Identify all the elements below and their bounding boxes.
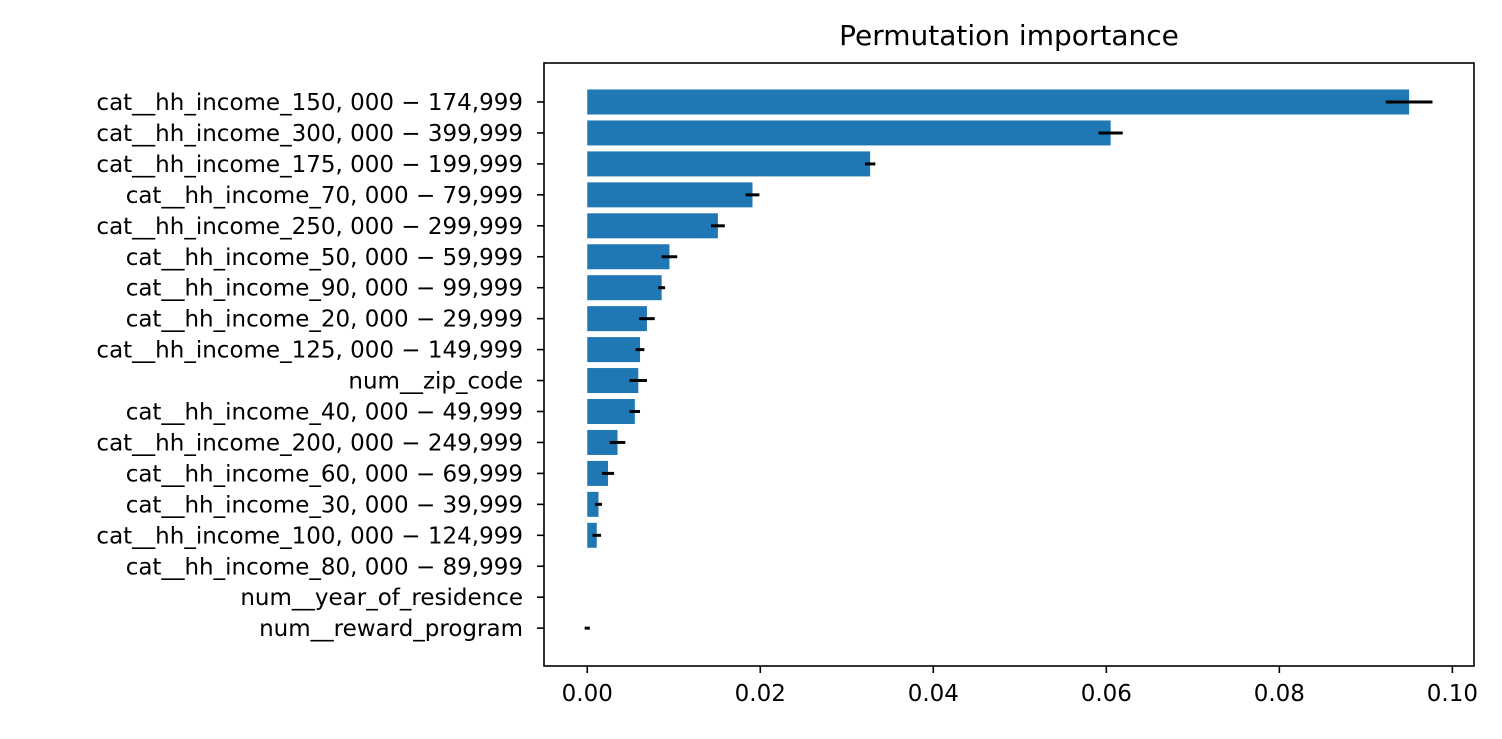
y-tick-label: cat__hh_income_150, 000 − 174,999 [96, 90, 523, 116]
y-tick-label: cat__hh_income_250, 000 − 299,999 [96, 214, 523, 240]
bars-layer [587, 89, 1410, 548]
x-axis: 0.00 0.02 0.04 0.06 0.08 0.10 [562, 666, 1478, 707]
bar [587, 120, 1111, 146]
bar [587, 182, 753, 208]
bar [587, 399, 635, 424]
y-tick-label: cat__hh_income_50, 000 − 59,999 [126, 245, 523, 271]
errorbars-layer [584, 100, 1433, 630]
chart-title: Permutation importance [839, 19, 1179, 52]
y-tick-label: cat__hh_income_20, 000 − 29,999 [126, 307, 523, 333]
bar [587, 275, 662, 301]
y-tick-label: cat__hh_income_300, 000 − 399,999 [96, 121, 523, 147]
plot-frame [543, 62, 1475, 667]
bar [587, 306, 647, 332]
bar [587, 491, 599, 517]
y-tick-label: cat__hh_income_200, 000 − 249,999 [96, 430, 523, 456]
x-tick-label: 0.10 [1427, 681, 1478, 707]
bar [587, 89, 1410, 115]
bar [587, 337, 641, 363]
y-axis: cat__hh_income_150, 000 − 174,999 cat__hh… [96, 90, 544, 642]
x-tick-label: 0.04 [908, 681, 959, 707]
x-tick-label: 0.08 [1254, 681, 1305, 707]
y-tick-label: cat__hh_income_60, 000 − 69,999 [126, 461, 523, 487]
y-tick-label: cat__hh_income_175, 000 − 199,999 [96, 152, 523, 178]
bar [587, 522, 597, 548]
bar [587, 151, 871, 177]
x-tick-label: 0.06 [1081, 681, 1132, 707]
y-tick-label: cat__hh_income_90, 000 − 99,999 [126, 276, 523, 302]
x-tick-label: 0.00 [562, 681, 613, 707]
bar [587, 460, 609, 486]
y-tick-label: cat__hh_income_125, 000 − 149,999 [96, 338, 523, 364]
y-tick-label: num__reward_program [259, 616, 523, 642]
bar [587, 244, 670, 270]
x-tick-label: 0.02 [735, 681, 786, 707]
y-tick-label: cat__hh_income_70, 000 − 79,999 [126, 183, 523, 209]
y-tick-label: cat__hh_income_40, 000 − 49,999 [126, 400, 523, 426]
y-tick-label: cat__hh_income_80, 000 − 89,999 [126, 554, 523, 580]
y-tick-label: num__zip_code [348, 369, 523, 395]
bar [587, 213, 718, 239]
y-tick-label: cat__hh_income_100, 000 − 124,999 [96, 523, 523, 549]
y-tick-label: cat__hh_income_30, 000 − 39,999 [126, 492, 523, 518]
y-tick-label: num__year_of_residence [240, 585, 523, 611]
